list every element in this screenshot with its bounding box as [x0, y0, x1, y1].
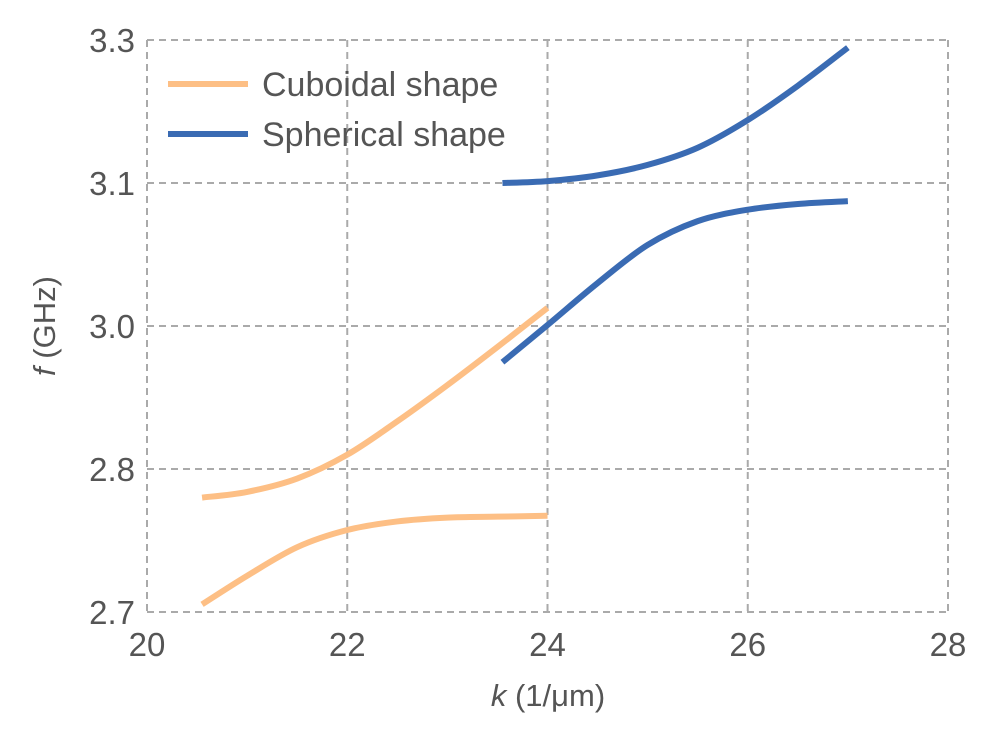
series-line-spherical-branch-2 — [502, 45, 850, 186]
x-tick-label: 26 — [729, 626, 766, 663]
x-tick-label: 24 — [529, 626, 566, 663]
y-tick-label: 3.1 — [89, 165, 135, 202]
series-line-cuboidal-branch-2 — [201, 305, 550, 501]
y-tick-label: 2.8 — [89, 451, 135, 488]
legend: Cuboidal shape Spherical shape — [168, 66, 506, 154]
x-tick-label: 22 — [329, 626, 366, 663]
legend-label-spherical: Spherical shape — [262, 116, 506, 154]
y-tick-label: 3.3 — [89, 22, 135, 59]
legend-label-cuboidal: Cuboidal shape — [262, 66, 498, 104]
series-line-cuboidal-branch-1 — [200, 512, 548, 607]
series-lines — [200, 45, 850, 607]
tick-labels: 20 22 24 26 28 2.7 2.8 3.0 3.1 3.3 — [89, 22, 966, 663]
x-tick-label: 28 — [930, 626, 967, 663]
y-axis-label: f (GHz) — [27, 276, 62, 376]
y-tick-label: 3.0 — [89, 308, 135, 345]
x-tick-label: 20 — [129, 626, 166, 663]
series-line-spherical-branch-1 — [500, 198, 849, 365]
x-axis-label: k (1/μm) — [491, 678, 605, 713]
y-tick-label: 2.7 — [89, 594, 135, 631]
